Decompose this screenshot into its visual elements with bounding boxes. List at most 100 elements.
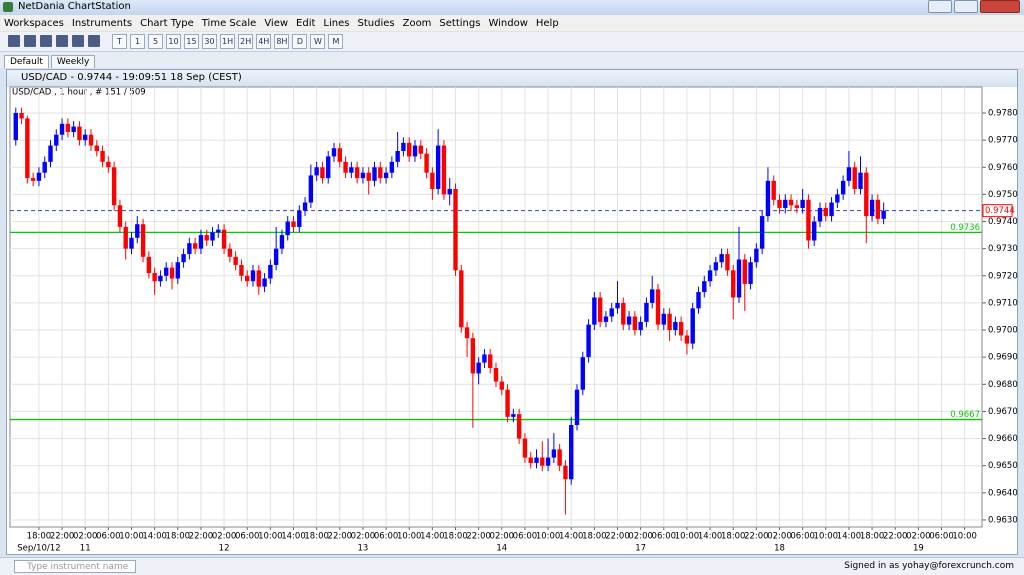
x-tick-label: 22:00: [328, 532, 353, 542]
candle-body: [314, 167, 319, 176]
timeframe-button[interactable]: D: [292, 34, 308, 49]
candle-body: [164, 267, 169, 276]
day-label: 18: [774, 544, 785, 554]
timeframe-button[interactable]: M: [328, 34, 344, 49]
candle-body: [765, 180, 771, 217]
menu-item[interactable]: Studies: [357, 17, 395, 29]
tool-icon[interactable]: [88, 35, 100, 47]
candle-body: [83, 134, 88, 141]
candle-body: [771, 180, 776, 200]
menu-item[interactable]: Settings: [439, 17, 481, 29]
tool-icon[interactable]: [8, 35, 20, 47]
x-tick-label: 02:00: [73, 532, 98, 542]
candle-body: [522, 438, 528, 458]
candle-body: [135, 224, 140, 238]
timeframe-button[interactable]: 8H: [274, 34, 290, 49]
day-label: 17: [635, 544, 646, 554]
menu-item[interactable]: Zoom: [402, 17, 432, 29]
support-line-label: 0.9667: [950, 410, 980, 420]
window-title: NetDania ChartStation: [18, 1, 131, 12]
timeframe-button[interactable]: 10: [166, 34, 181, 49]
menu-item[interactable]: Chart Type: [140, 17, 194, 29]
timeframe-button[interactable]: 1: [130, 34, 145, 49]
menu-item[interactable]: Edit: [296, 17, 316, 29]
candle-body: [106, 161, 111, 168]
toolbar-icons: [8, 35, 100, 47]
candle-body: [632, 316, 638, 331]
day-label: 12: [219, 544, 230, 554]
timeframe-button[interactable]: T: [112, 34, 127, 49]
candle-body: [580, 357, 585, 390]
candle-body: [609, 308, 614, 317]
candle-body: [748, 262, 753, 284]
y-tick-label: 0.9680: [988, 380, 1018, 390]
candle-body: [59, 123, 65, 135]
minimize-button[interactable]: [928, 0, 952, 13]
tool-icon[interactable]: [56, 35, 68, 47]
x-tick-label: 02:00: [767, 532, 792, 542]
day-label: Sep/10/12: [17, 544, 60, 554]
candle-body: [626, 316, 632, 325]
x-tick-label: 14:00: [698, 532, 723, 542]
instrument-input[interactable]: Type instrument name: [14, 560, 136, 573]
candle-body: [65, 123, 71, 132]
menu-item[interactable]: Instruments: [71, 17, 133, 29]
menu-item[interactable]: Workspaces: [4, 17, 64, 29]
timeframe-button[interactable]: 15: [184, 34, 199, 49]
candle-body: [389, 161, 395, 173]
candle-body: [383, 172, 389, 179]
maximize-button[interactable]: [954, 0, 978, 13]
candle-body: [262, 278, 267, 287]
timeframe-button[interactable]: 1H: [220, 34, 236, 49]
y-tick-label: 0.9670: [988, 407, 1018, 417]
timeframe-button[interactable]: 4H: [256, 34, 272, 49]
tool-icon[interactable]: [40, 35, 52, 47]
y-tick-label: 0.9750: [988, 190, 1018, 200]
candle-body: [54, 134, 59, 146]
candle-body: [158, 275, 163, 282]
workspace-tab[interactable]: Default: [4, 55, 49, 68]
candle-body: [551, 449, 557, 458]
candle-body: [840, 180, 846, 195]
close-button[interactable]: [980, 0, 1020, 13]
menu-item[interactable]: Help: [535, 17, 559, 29]
x-tick-label: 14:00: [281, 532, 306, 542]
candle-body: [401, 142, 406, 151]
candle-body: [297, 210, 302, 227]
app-icon: [3, 2, 13, 12]
candle-body: [858, 172, 863, 189]
menu-bar: Workspaces Instruments Chart Type Time Scal…: [0, 15, 1024, 31]
candle-body: [690, 308, 695, 344]
menu-item[interactable]: Time Scale: [201, 17, 257, 29]
candle-body: [852, 167, 857, 189]
candle-body: [812, 221, 817, 241]
timeframe-button[interactable]: 2H: [238, 34, 254, 49]
tool-icon[interactable]: [72, 35, 84, 47]
candle-body: [378, 167, 383, 179]
timeframe-button[interactable]: 30: [202, 34, 217, 49]
x-tick-label: 10:00: [952, 532, 977, 542]
candle-body: [204, 235, 209, 241]
support-line-label: 0.9736: [950, 223, 980, 233]
candle-body: [36, 172, 42, 181]
timeframe-button[interactable]: 5: [148, 34, 163, 49]
timeframe-button[interactable]: W: [310, 34, 326, 49]
x-tick-label: 18:00: [166, 532, 191, 542]
candle-body: [146, 256, 152, 274]
menu-item[interactable]: Lines: [323, 17, 350, 29]
tool-icon[interactable]: [24, 35, 36, 47]
candle-body: [331, 148, 337, 157]
candle-body: [540, 457, 545, 466]
candle-body: [875, 199, 881, 219]
workspace-tab[interactable]: Weekly: [50, 55, 96, 68]
day-label: 19: [913, 544, 924, 554]
candle-body: [395, 150, 400, 162]
x-tick-label: 18:00: [27, 532, 52, 542]
menu-item[interactable]: View: [264, 17, 289, 29]
x-tick-label: 02:00: [906, 532, 931, 542]
candle-body: [511, 414, 516, 417]
x-tick-label: 14:00: [837, 532, 862, 542]
menu-item[interactable]: Window: [488, 17, 528, 29]
candle-body: [221, 229, 227, 249]
candle-body: [77, 126, 82, 141]
